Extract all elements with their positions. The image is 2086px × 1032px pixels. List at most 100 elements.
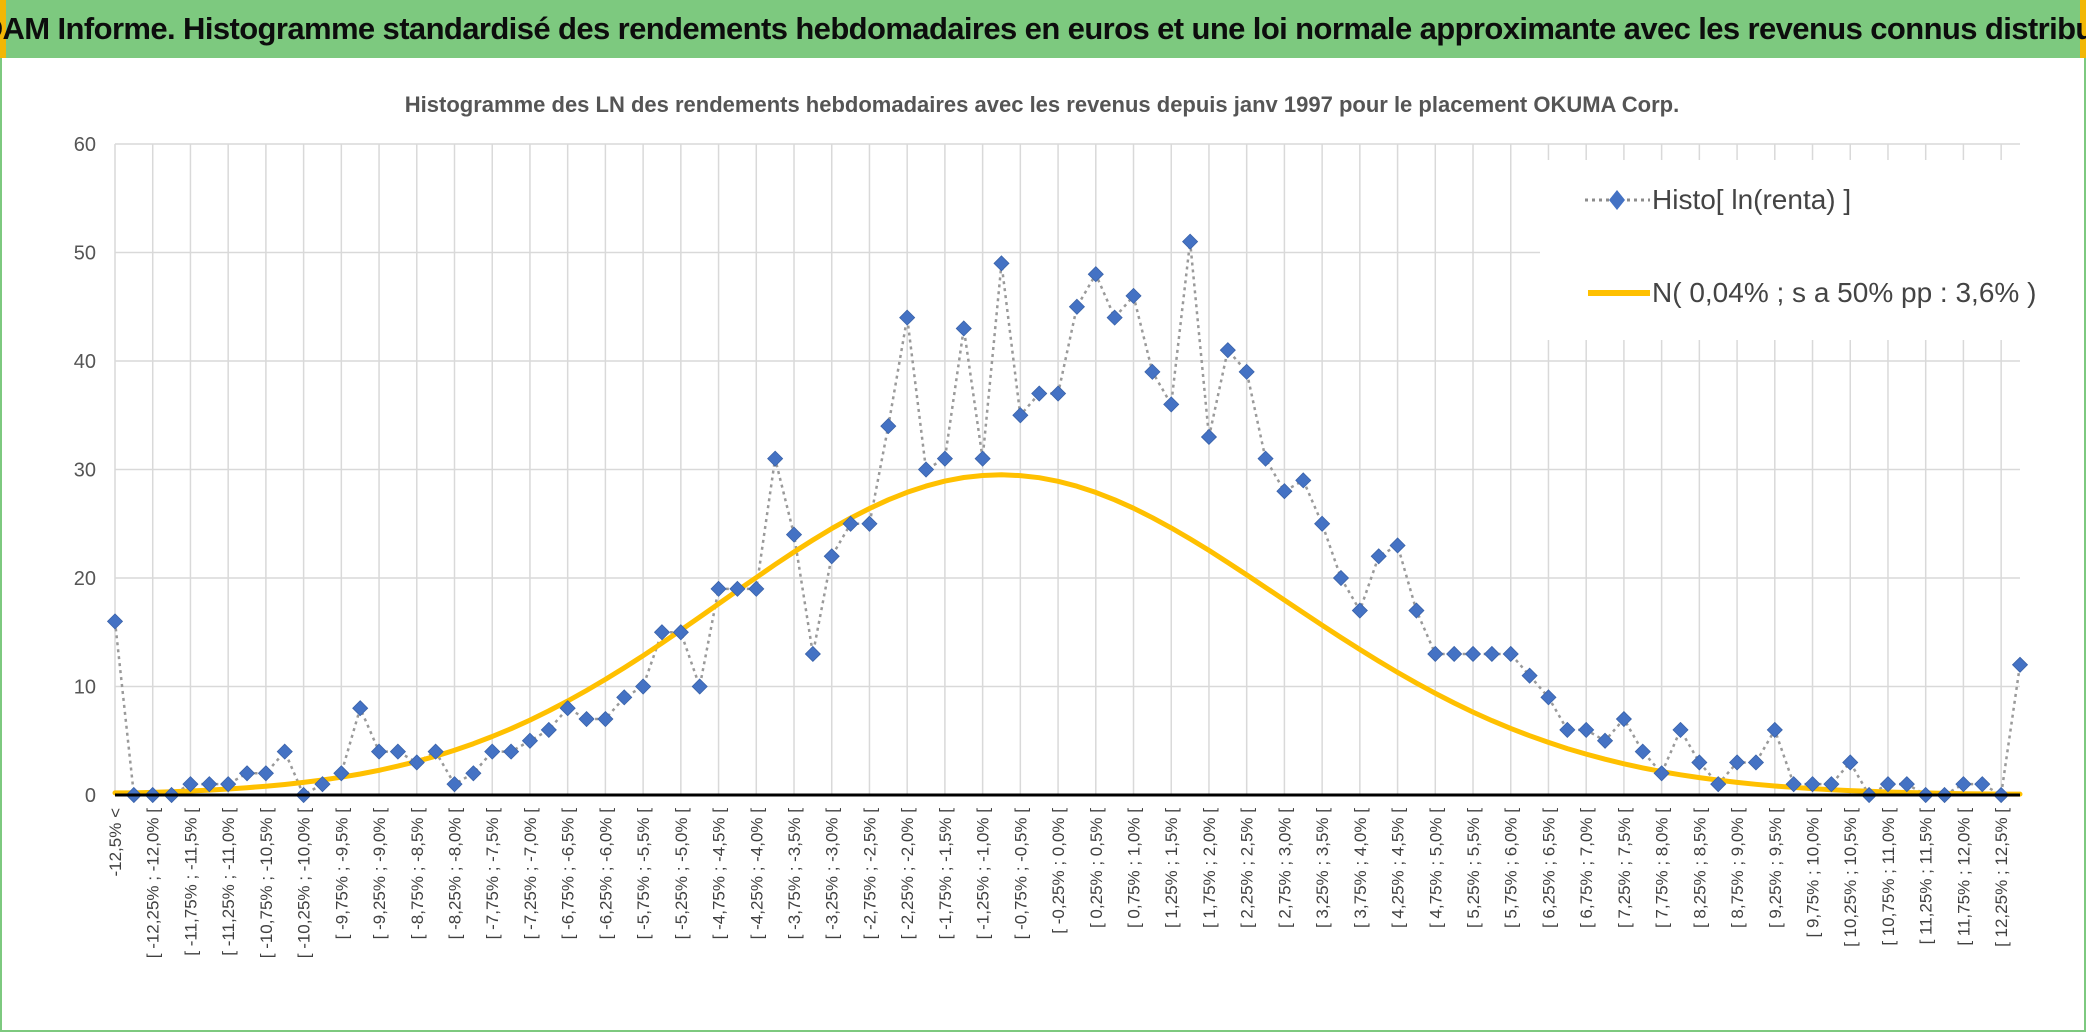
histo-point [1615,710,1632,728]
histo-point [1710,776,1727,793]
x-tick-label: [ -2,75% ; -2,5% [ [860,808,879,940]
y-tick-label: 10 [74,677,96,699]
histo-point [276,743,293,760]
histo-point [521,732,539,749]
x-tick-label: [ 11,25% ; 11,5% [ [1917,808,1936,945]
histo-point [1257,450,1274,467]
histo-point [1031,385,1048,402]
histo-point [993,255,1010,272]
histo-point [1559,721,1576,738]
x-tick-label: [ -12,25% ; -12,0% [ [144,808,163,959]
histo-point [314,776,331,793]
histo-point [804,645,821,663]
histo-point [880,418,897,435]
histo-point [1634,743,1651,760]
normal-curve-line [112,472,2023,797]
legend-histo-marker [1609,190,1625,210]
histo-point [1050,385,1067,402]
histo-point [201,776,218,793]
histo-point [1483,645,1500,663]
x-tick-label: [ 2,25% ; 2,5% [ [1238,808,1257,928]
histo-point [1012,407,1029,424]
chart-title: Histogramme des LN des rendements hebdom… [405,92,1679,117]
histo-point [1163,396,1180,413]
histo-point [182,776,199,793]
histo-point [1182,233,1199,250]
histo-point [1295,472,1312,489]
x-tick-label: -12,5% < [106,808,125,877]
histo-point [974,450,991,467]
histo-point [1276,483,1293,500]
histo-point [1087,266,1104,283]
x-tick-label: [ -1,25% ; -1,0% [ [974,808,993,940]
histo-point [106,613,124,630]
x-tick-label: [ 0,75% ; 1,0% [ [1125,808,1144,928]
histo-point [1068,298,1085,315]
histo-point [1200,428,1218,446]
histo-point [1729,754,1746,771]
histo-point [1672,721,1689,738]
histo-point [1521,667,1538,684]
histo-point [1219,342,1236,359]
histo-point [917,461,935,478]
x-tick-label: [ 10,75% ; 11,0% [ [1879,808,1898,946]
x-tick-label: [ 10,25% ; 10,5% [ [1841,808,1860,947]
x-tick-label: [ 8,75% ; 9,0% [ [1728,808,1747,928]
histo-point [333,765,350,782]
x-tick-label: [ -10,75% ; -10,5% [ [257,808,276,959]
histo-point [446,776,463,793]
histo-point [1955,776,1972,793]
histo-point [1974,776,1991,793]
histo-point [465,765,482,782]
histo-point [1785,776,1802,793]
histo-point [767,450,784,467]
histo-point [2011,656,2029,673]
histo-point [899,309,916,326]
histo-point [1898,776,1915,793]
histo-point [823,548,840,565]
x-tick-label: [ -11,25% ; -11,0% [ [219,808,238,956]
y-tick-label: 20 [74,568,96,590]
x-tick-label: [ 3,25% ; 3,5% [ [1313,808,1332,928]
x-tick-label: [ -11,75% ; -11,5% [ [181,808,200,956]
histo-point [672,624,689,641]
histo-point [729,580,746,597]
histo-point [1653,765,1670,782]
histo-point [540,721,557,738]
header-bar: ADAM Informe. Histogramme standardisé de… [0,0,2086,58]
x-tick-label: [ -5,75% ; -5,5% [ [634,808,653,940]
histo-point [484,743,501,760]
x-axis-ticks: -12,5% < [ -12,25% ; -12,0% [ [ -11,75% ; … [106,808,2011,959]
histo-point [257,765,274,782]
x-tick-label: [ -5,25% ; -5,0% [ [672,808,691,940]
x-tick-label: [ -1,75% ; -1,5% [ [936,808,955,940]
histo-point [1578,721,1595,738]
legend: Histo[ ln(renta) ] N( 0,04% ; s a 50% pp… [1540,160,2060,340]
x-tick-label: [ 11,75% ; 12,0% [ [1954,808,1973,946]
x-tick-label: [ -4,25% ; -4,0% [ [747,808,766,940]
histo-point [1464,645,1482,663]
y-tick-label: 50 [74,243,96,265]
x-tick-label: [ -6,75% ; -6,5% [ [559,808,578,940]
histo-point [1106,309,1123,326]
x-tick-label: [ 4,75% ; 5,0% [ [1426,808,1445,928]
x-tick-label: [ 0,25% ; 0,5% [ [1087,808,1106,928]
legend-normal-label: N( 0,04% ; s a 50% pp : 3,6% ) [1652,277,2036,308]
chart-frame [0,58,2086,1032]
histo-point [1332,569,1350,587]
x-tick-label: [ -8,75% ; -8,5% [ [408,808,427,940]
y-tick-label: 40 [74,351,96,373]
histo-point [1144,363,1161,380]
x-tick-label: [ 4,25% ; 4,5% [ [1389,808,1408,928]
x-tick-label: [ 9,75% ; 10,0% [ [1804,808,1823,938]
x-tick-label: [ -0,25% ; 0,0% [ [1049,808,1068,934]
x-tick-label: [ 6,75% ; 7,0% [ [1577,808,1596,928]
histo-point [1502,645,1519,663]
x-tick-label: [ 2,75% ; 3,0% [ [1275,808,1294,928]
legend-background [1540,160,2060,340]
x-tick-label: [ 6,25% ; 6,5% [ [1539,808,1558,928]
histo-point [503,743,520,760]
histo-point [352,700,369,717]
histo-point [427,743,444,760]
